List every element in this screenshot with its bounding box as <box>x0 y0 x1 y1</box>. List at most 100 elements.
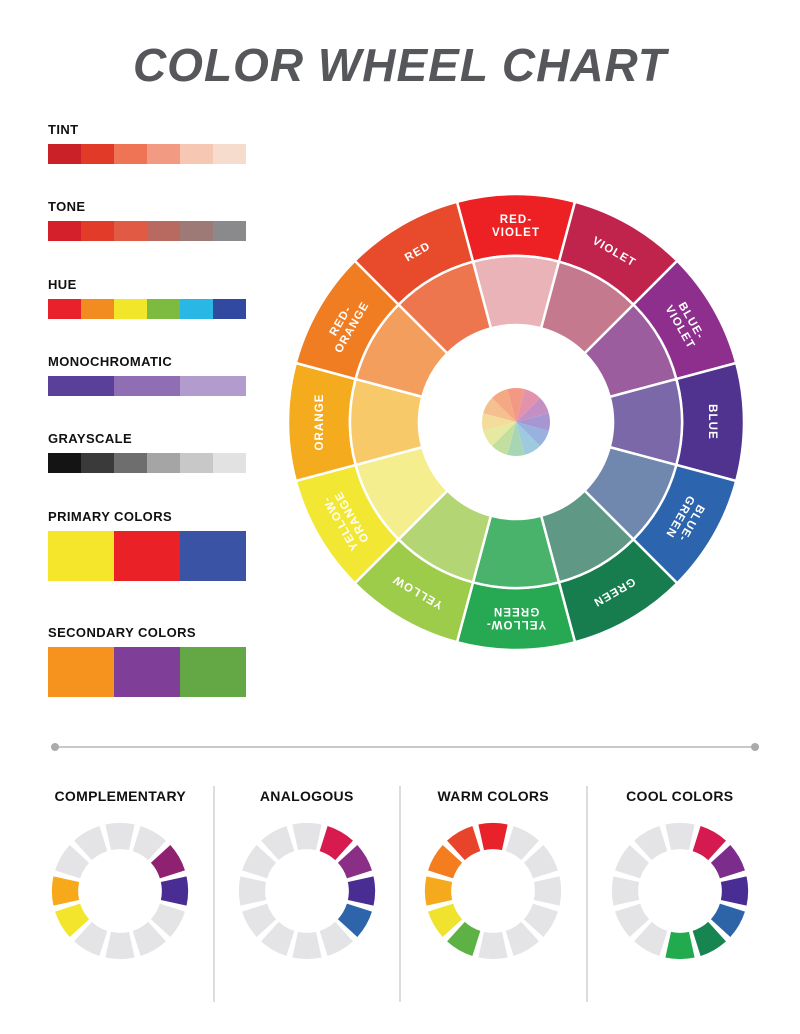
swatch-bar <box>48 647 246 697</box>
wheel-segment-label: BLUE <box>706 404 718 440</box>
swatch-cell <box>81 221 114 241</box>
scheme-segment-neutral <box>260 826 295 861</box>
swatch-group-label: TINT <box>48 122 79 137</box>
scheme-analogous: ANALOGOUS <box>215 786 401 1002</box>
scheme-segment-neutral <box>319 921 353 956</box>
scheme-complementary: COMPLEMENTARY <box>28 786 215 1002</box>
center-pastel-slice <box>491 389 516 422</box>
scheme-segment-neutral <box>633 826 668 861</box>
swatch-cell <box>213 144 246 164</box>
scheme-segment-neutral <box>292 931 322 960</box>
center-pastel-slice <box>516 397 549 422</box>
swatch-bar <box>48 453 246 473</box>
swatch-cell <box>48 531 114 581</box>
scheme-title: COMPLEMENTARY <box>54 788 186 804</box>
center-pastel-slice <box>482 413 516 431</box>
color-wheel: RED-VIOLET VIOLET BLUE-VIOLET BLUE BLUE-GREE… <box>281 187 751 657</box>
swatch-group-label: HUE <box>48 277 77 292</box>
scheme-warm-colors: WARM COLORS <box>401 786 588 1002</box>
scheme-segment-neutral <box>292 822 322 851</box>
scheme-segment-neutral <box>478 931 508 960</box>
scheme-wheel-warm <box>420 818 566 964</box>
swatch-group-label: GRAYSCALE <box>48 431 133 446</box>
swatch-group-secondary-colors: SECONDARY COLORS <box>48 625 246 697</box>
scheme-segment-neutral <box>132 826 167 861</box>
swatch-bar <box>48 531 246 581</box>
wheel-segment-inner-red <box>396 260 493 356</box>
swatch-cell <box>114 221 147 241</box>
scheme-title: COOL COLORS <box>626 788 734 804</box>
swatch-cell <box>81 453 114 473</box>
scheme-segment-neutral <box>665 822 695 851</box>
swatch-cell <box>48 221 81 241</box>
center-pastel-slice <box>516 422 541 455</box>
scheme-segment-neutral <box>614 903 649 937</box>
center-pastel-slice <box>516 413 550 431</box>
scheme-segment-colored <box>347 876 375 906</box>
swatch-cell <box>114 144 147 164</box>
swatch-cell <box>114 453 147 473</box>
swatch-group-label: TONE <box>48 199 86 214</box>
swatch-cell <box>213 453 246 473</box>
wheel-segment-label: RED-VIOLET <box>492 214 540 239</box>
swatch-group-label: MONOCHROMATIC <box>48 354 173 369</box>
page-title: COLOR WHEEL CHART <box>132 39 668 91</box>
scheme-segment-neutral <box>241 903 276 937</box>
scheme-wheel-analogous <box>234 818 380 964</box>
scheme-cool-colors: COOL COLORS <box>588 786 773 1002</box>
scheme-segment-colored <box>319 826 353 861</box>
scheme-segment-colored <box>447 826 481 861</box>
swatch-cell <box>180 531 246 581</box>
divider-dot-right <box>751 743 759 751</box>
center-pastel-slice <box>483 397 516 422</box>
scheme-segment-neutral <box>524 845 559 879</box>
center-pastel-slice <box>507 388 525 422</box>
swatch-cell <box>147 144 180 164</box>
swatch-cell <box>48 299 81 319</box>
scheme-segment-colored <box>55 903 90 937</box>
swatch-cell <box>48 453 81 473</box>
swatch-bar <box>48 299 246 319</box>
scheme-wheel-complementary <box>47 818 193 964</box>
scheme-segment-colored <box>710 903 745 937</box>
center-pastel-slice <box>483 422 516 447</box>
scheme-segment-neutral <box>534 876 562 906</box>
scheme-segment-colored <box>52 876 80 906</box>
swatch-bar <box>48 376 246 396</box>
center-pastel-slice <box>516 389 541 422</box>
scheme-segment-colored <box>428 903 463 937</box>
scheme-title: WARM COLORS <box>437 788 549 804</box>
swatch-cell <box>48 647 114 697</box>
scheme-segment-colored <box>692 921 726 956</box>
scheme-segment-neutral <box>105 931 135 960</box>
swatch-cell <box>213 221 246 241</box>
scheme-segment-neutral <box>614 845 649 879</box>
swatch-cell <box>180 299 213 319</box>
swatch-bar <box>48 221 246 241</box>
scheme-segment-colored <box>428 845 463 879</box>
swatch-group-label: PRIMARY COLORS <box>48 509 173 524</box>
swatch-cell <box>114 531 180 581</box>
swatch-cell <box>147 221 180 241</box>
swatch-group-primary-colors: PRIMARY COLORS <box>48 509 246 581</box>
swatch-group-grayscale: GRAYSCALE <box>48 431 246 473</box>
scheme-segment-neutral <box>260 921 295 956</box>
scheme-segment-colored <box>161 876 189 906</box>
scheme-segment-neutral <box>105 822 135 851</box>
swatch-cell <box>180 221 213 241</box>
scheme-segment-neutral <box>505 921 540 956</box>
swatch-group-monochromatic: MONOCHROMATIC <box>48 354 246 396</box>
swatch-cell <box>114 647 180 697</box>
swatch-cell <box>48 376 114 396</box>
scheme-segment-neutral <box>74 921 108 956</box>
scheme-segment-colored <box>720 876 748 906</box>
scheme-segment-neutral <box>238 876 266 906</box>
swatch-group-hue: HUE <box>48 277 246 319</box>
scheme-segment-neutral <box>74 826 108 861</box>
swatch-cell <box>48 144 81 164</box>
scheme-segment-colored <box>692 826 726 861</box>
center-pastel-slice <box>491 422 516 455</box>
scheme-segment-neutral <box>611 876 639 906</box>
swatch-group-tint: TINT <box>48 122 246 164</box>
